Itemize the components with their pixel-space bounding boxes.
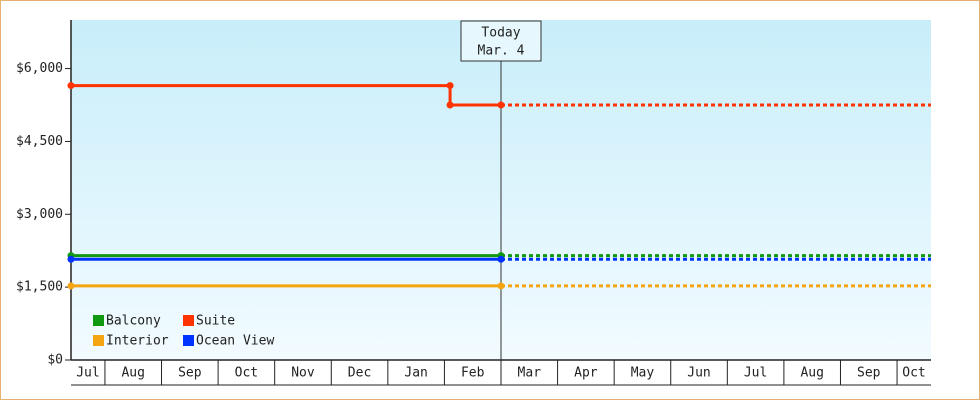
series-point <box>446 101 454 109</box>
x-tick-label: Aug <box>121 366 144 381</box>
x-tick-label: Jan <box>404 366 427 381</box>
y-tick-label: $1,500 <box>16 280 63 295</box>
x-tick-label: Feb <box>461 366 485 381</box>
today-label: Mar. 4 <box>478 44 525 59</box>
x-tick-label: Nov <box>291 366 315 381</box>
x-tick-label: Jul <box>76 366 99 381</box>
legend-swatch <box>183 315 194 326</box>
x-tick-label: Dec <box>348 366 371 381</box>
legend-label: Suite <box>196 314 235 329</box>
x-tick-label: Oct <box>235 366 258 381</box>
legend-swatch <box>183 335 194 346</box>
series-point <box>67 282 75 290</box>
x-tick-label: Oct <box>902 366 925 381</box>
series-line <box>71 84 501 107</box>
legend-label: Balcony <box>106 314 161 329</box>
series-point <box>497 255 505 263</box>
y-tick-label: $4,500 <box>16 134 63 149</box>
legend-label: Ocean View <box>196 334 274 349</box>
x-tick-label: Sep <box>178 366 202 381</box>
series-point <box>67 255 75 263</box>
series-point <box>497 101 505 109</box>
x-tick-label: Aug <box>800 366 823 381</box>
legend-swatch <box>93 315 104 326</box>
legend-label: Interior <box>106 334 169 349</box>
x-tick-label: Jun <box>687 366 710 381</box>
x-tick-label: Jul <box>744 366 767 381</box>
series-point <box>446 82 454 90</box>
today-label: Today <box>481 26 520 41</box>
x-tick-label: Sep <box>857 366 881 381</box>
x-tick-label: May <box>631 366 655 381</box>
y-tick-label: $3,000 <box>16 207 63 222</box>
y-tick-label: $6,000 <box>16 61 63 76</box>
x-tick-label: Mar <box>518 366 542 381</box>
series-point <box>497 282 505 290</box>
x-tick-label: Apr <box>574 366 598 381</box>
legend-swatch <box>93 335 104 346</box>
y-tick-label: $0 <box>47 353 63 368</box>
today-box <box>460 20 542 62</box>
series-point <box>67 82 75 90</box>
